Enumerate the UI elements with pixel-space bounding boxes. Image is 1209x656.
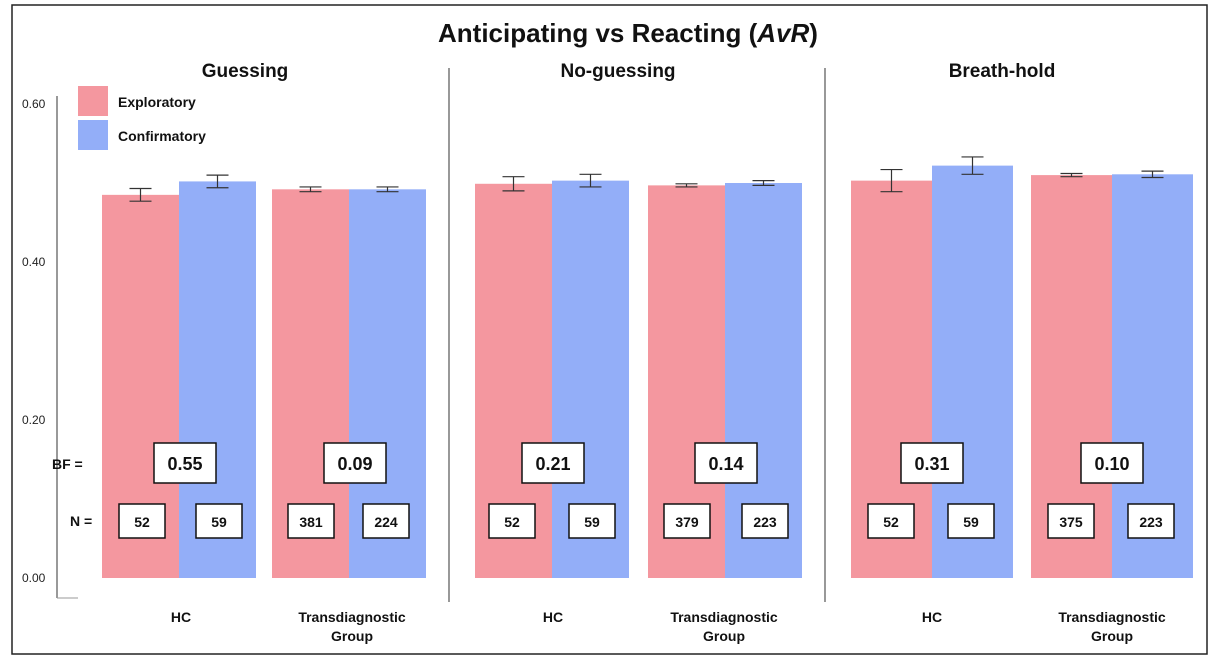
category-label: HC	[543, 609, 563, 625]
n-value: 52	[504, 514, 520, 530]
n-value: 59	[584, 514, 600, 530]
n-box	[195, 503, 243, 539]
bf-box	[323, 442, 387, 484]
bf-row-label: BF =	[52, 456, 83, 472]
y-axis: 0.00 0.20 0.40 0.60	[22, 96, 78, 599]
category-label: Group	[703, 628, 745, 644]
panel-no-guessing: No-guessing 0.21 52 59 HC 0.14 379 223 Transdiag…	[475, 61, 802, 644]
panel-title: Breath-hold	[949, 61, 1056, 82]
y-tick-label: 0.60	[22, 97, 46, 111]
error-bar	[675, 183, 698, 188]
error-bar	[129, 187, 152, 202]
n-value: 375	[1059, 514, 1083, 530]
error-bar	[880, 168, 903, 193]
y-tick-label: 0.40	[22, 255, 46, 269]
n-value: 52	[883, 514, 899, 530]
n-box	[1047, 503, 1095, 539]
y-tick-label: 0.00	[22, 571, 46, 585]
chart-title: Anticipating vs Reacting (AvR)	[438, 18, 818, 48]
error-bar	[206, 174, 229, 189]
bf-value: 0.55	[167, 454, 202, 474]
bf-value: 0.09	[337, 454, 372, 474]
error-bar	[1141, 170, 1164, 179]
n-row-label: N =	[70, 513, 92, 529]
n-box	[287, 503, 335, 539]
category-label: Group	[331, 628, 373, 644]
bf-box	[694, 442, 758, 484]
legend: Exploratory Confirmatory	[78, 86, 206, 150]
panel-breath-hold: Breath-hold 0.31 52 59 HC 0.10 375 223 Transdiag…	[851, 61, 1193, 644]
error-bar	[376, 186, 399, 193]
error-bar	[1060, 172, 1083, 178]
legend-label-confirmatory: Confirmatory	[118, 128, 206, 144]
n-value: 379	[675, 514, 699, 530]
chart-title-italic: AvR	[756, 18, 809, 48]
category-label: Transdiagnostic	[1058, 609, 1166, 625]
n-value: 381	[299, 514, 323, 530]
n-box	[867, 503, 915, 539]
n-box	[568, 503, 616, 539]
panel-title: Guessing	[202, 61, 289, 82]
category-label: Transdiagnostic	[670, 609, 778, 625]
bf-box	[521, 442, 585, 484]
bf-value: 0.10	[1094, 454, 1129, 474]
n-value: 52	[134, 514, 150, 530]
bf-box	[900, 442, 964, 484]
n-value: 59	[963, 514, 979, 530]
category-label: Transdiagnostic	[298, 609, 406, 625]
n-box	[1127, 503, 1175, 539]
n-box	[118, 503, 166, 539]
error-bar	[299, 186, 322, 193]
bf-box	[153, 442, 217, 484]
n-value: 223	[1139, 514, 1163, 530]
bf-value: 0.21	[535, 454, 570, 474]
n-box	[741, 503, 789, 539]
n-value: 224	[374, 514, 398, 530]
legend-swatch-confirmatory	[78, 120, 108, 150]
error-bar	[579, 173, 602, 188]
n-box	[663, 503, 711, 539]
panel-title: No-guessing	[560, 61, 675, 82]
legend-label-exploratory: Exploratory	[118, 94, 196, 110]
n-value: 223	[753, 514, 777, 530]
n-value: 59	[211, 514, 227, 530]
n-box	[362, 503, 410, 539]
bf-value: 0.31	[914, 454, 949, 474]
category-label: HC	[171, 609, 191, 625]
panel-guessing: Guessing 0.55 52 59 HC 0.09 381 224 Transdiagnos…	[102, 61, 426, 644]
panels: Guessing 0.55 52 59 HC 0.09 381 224 Transdiagnos…	[102, 61, 1193, 644]
category-label: HC	[922, 609, 942, 625]
error-bar	[752, 180, 775, 186]
bf-box	[1080, 442, 1144, 484]
bf-value: 0.14	[708, 454, 743, 474]
category-label: Group	[1091, 628, 1133, 644]
n-box	[488, 503, 536, 539]
y-tick-label: 0.20	[22, 413, 46, 427]
n-box	[947, 503, 995, 539]
legend-swatch-exploratory	[78, 86, 108, 116]
error-bar	[961, 156, 984, 175]
error-bar	[502, 176, 525, 192]
